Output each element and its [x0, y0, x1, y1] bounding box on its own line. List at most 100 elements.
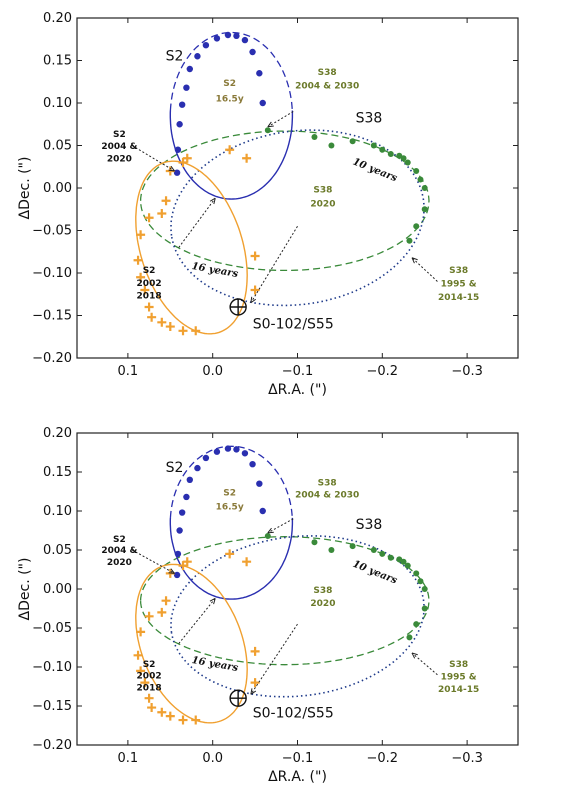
s55-point [191, 715, 201, 725]
arrow-s38-2020 [250, 225, 298, 304]
s38-point [400, 558, 407, 565]
s2-point [249, 48, 256, 56]
s38-2020-year: 2020 [310, 599, 335, 609]
s2-label: S2 [166, 49, 184, 65]
s55-point [157, 707, 167, 717]
chart-panel-2: 0.1 0.0 −0.1 −0.2 −0.3 0.20 0.15 0.10 0.05 0.00 −0… [17, 426, 519, 785]
x-tick-label: 0.0 [202, 364, 223, 379]
s55-point [133, 255, 143, 265]
s2-2002-label: S2 [143, 266, 156, 276]
s2-2002-year2: 2018 [137, 292, 162, 302]
s2-point [174, 550, 182, 558]
s55-point [178, 326, 188, 336]
s55-point [147, 703, 157, 713]
s2-2004-years: 2004 & [101, 142, 137, 152]
s2-2004-years: 2004 & [101, 546, 137, 556]
s55-point [140, 285, 150, 295]
y-tick-label: 0.15 [43, 54, 72, 69]
sgr-a-cross [230, 690, 247, 707]
s2-point [224, 31, 232, 39]
s55-point [182, 153, 192, 163]
s38-point [413, 223, 420, 230]
s2-orbit-dashed [169, 31, 293, 111]
s2-point [202, 454, 210, 462]
s55-point [136, 230, 146, 240]
s55-point [242, 153, 252, 163]
s38-point [413, 621, 420, 628]
x-axis-label: ΔR.A. (") [268, 769, 327, 785]
s55-point [147, 312, 157, 322]
arrow-s38-1995-head [411, 652, 418, 659]
s55-point [140, 678, 150, 688]
s2-point [176, 121, 183, 128]
s2-point [241, 36, 249, 44]
s2-2002-year2: 2018 [137, 683, 162, 693]
s38-point [404, 562, 411, 569]
x-axis-label: ΔR.A. (") [268, 382, 327, 398]
y-tick-label: 0.05 [43, 543, 72, 558]
s38-2020-year: 2020 [310, 200, 335, 210]
x-tick-label: 0.1 [118, 364, 139, 379]
s55-point [250, 251, 260, 261]
s55-point [133, 650, 143, 660]
arrow-s2-2004 [131, 549, 175, 574]
s38-label: S38 [356, 111, 383, 127]
arrow-s38-2020-head [250, 688, 257, 695]
s55-label: S0-102/S55 [253, 316, 334, 332]
y-tick-label: 0.20 [43, 11, 72, 26]
x-tick-label: −0.2 [367, 751, 399, 766]
s55-point [242, 557, 252, 567]
s2-period-label: S2 [223, 488, 236, 498]
s55-point [136, 272, 146, 282]
s2-point [213, 448, 221, 455]
s38-point [370, 547, 377, 553]
s2-point [202, 42, 210, 49]
s2-orbit-solid [169, 517, 294, 600]
arrow-s2-2004-head [168, 568, 175, 574]
s38-point [406, 634, 413, 641]
s2-point [233, 32, 240, 40]
s38-2004-label: S38 [318, 478, 337, 488]
s38-orbit [139, 130, 430, 272]
s2-point [178, 509, 186, 516]
s2-2002-year: 2002 [137, 279, 162, 289]
s2-period-value: 16.5y [216, 94, 244, 104]
s2-2004-label: S2 [113, 535, 126, 545]
s38-point [349, 138, 356, 145]
sixteen-years-label: 16 years [191, 261, 240, 280]
y-tick-label: −0.05 [32, 224, 72, 239]
s2-point [256, 70, 263, 77]
x-tick-label: −0.3 [451, 751, 483, 766]
s2-point [249, 461, 256, 468]
s38-point [421, 185, 428, 191]
y-tick-label: 0.00 [43, 582, 72, 597]
s55-dotted-orbit [170, 129, 425, 307]
s38-point [379, 550, 386, 557]
s2-label: S2 [166, 460, 184, 476]
s2-point [259, 99, 266, 107]
s38-1995-years: 1995 & [441, 672, 477, 682]
s2-point [213, 35, 221, 42]
s55-point [178, 715, 188, 725]
s38-2020-label: S38 [313, 185, 332, 195]
sgr-a-cross [230, 299, 247, 315]
s38-label: S38 [356, 517, 383, 533]
s38-point [311, 539, 318, 546]
s55-point [157, 317, 167, 327]
s38-orbit [139, 536, 430, 666]
arrow-s2-2004 [131, 145, 175, 172]
s2-2004-year2: 2020 [107, 558, 132, 568]
s55-point [250, 285, 260, 295]
y-tick-label: −0.05 [32, 621, 72, 636]
s38-point [400, 155, 407, 162]
arrow-s38-2020 [250, 623, 298, 695]
arrow-s38-1995 [411, 652, 438, 676]
s2-point [178, 101, 186, 108]
s55-point [144, 213, 154, 223]
s55-point [144, 611, 154, 621]
s2-point [256, 480, 263, 487]
s55-point [157, 209, 167, 218]
s2-2002-label: S2 [143, 660, 156, 670]
y-axis-label: ΔDec. (") [17, 558, 33, 621]
s2-point [224, 445, 232, 452]
